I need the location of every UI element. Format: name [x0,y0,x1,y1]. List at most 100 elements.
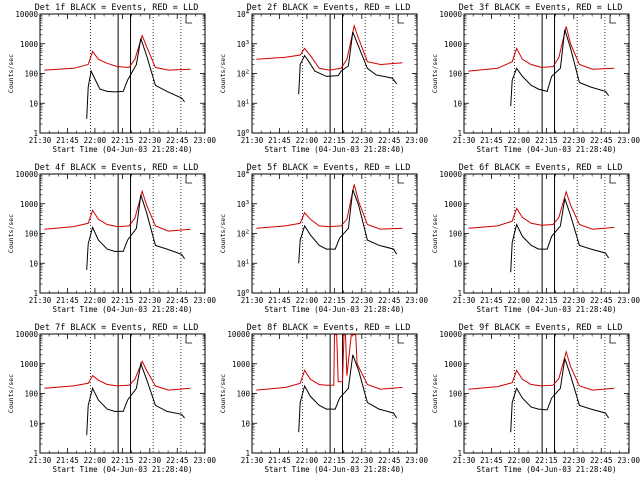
x-tick-label: 23:00 [405,296,428,305]
y-tick-label: 1 [457,449,462,458]
x-tick-label: 22:45 [590,456,613,465]
chart-title: Det 7f BLACK = Events, RED = LLD [35,323,199,333]
y-axis-label: Counts/sec [431,374,439,413]
lld-series-line [44,33,191,71]
lld-series-line [468,26,615,72]
y-tick-label: 10000 [439,10,462,19]
y-tick-label: 101 [237,99,249,108]
y-tick-label: 1 [33,449,38,458]
x-tick-label: 21:45 [268,296,291,305]
plot-frame [251,173,418,294]
x-tick-label: 21:45 [480,456,503,465]
x-tick-label: 22:30 [563,136,586,145]
x-tick-label: 22:45 [378,456,401,465]
y-tick-label: 10 [453,419,463,428]
x-tick-label: 22:45 [590,136,613,145]
x-tick-label: 22:45 [590,296,613,305]
y-axis-label: Counts/sec [7,54,15,93]
y-tick-label: 10000 [439,170,462,179]
y-tick-label: 10 [453,99,463,108]
x-tick-label: 23:00 [193,296,216,305]
x-tick-label: 21:30 [241,456,264,465]
x-tick-label: 21:45 [56,456,79,465]
plot-frame [463,333,630,454]
x-tick-label: 22:45 [378,296,401,305]
x-tick-label: 22:15 [535,296,558,305]
y-tick-label: 10000 [227,330,250,339]
y-tick-label: 10000 [15,330,38,339]
y-tick-label: 1000 [232,360,251,369]
lld-series-line [256,334,403,391]
x-tick-label: 21:45 [56,296,79,305]
y-tick-label: 1000 [20,40,39,49]
x-tick-label: 22:15 [323,456,346,465]
chart-title: Det 1f BLACK = Events, RED = LLD [35,3,199,13]
x-axis-label: Start Time (04-Jun-03 21:28:40) [265,465,405,474]
y-tick-label: 10000 [15,170,38,179]
events-series-line [86,361,185,436]
y-tick-label: 100 [448,230,462,239]
interval-marker [609,15,617,24]
lld-series-line [468,350,615,391]
plot-frame [251,13,418,134]
x-tick-label: 22:15 [111,456,134,465]
events-series-line [510,358,610,433]
y-tick-label: 10000 [15,10,38,19]
x-tick-label: 21:30 [29,456,52,465]
y-tick-label: 101 [237,259,249,268]
y-tick-label: 102 [237,70,249,79]
x-tick-label: 21:30 [29,296,52,305]
x-tick-label: 21:30 [453,136,476,145]
y-tick-label: 100 [448,70,462,79]
y-tick-label: 1000 [20,360,39,369]
x-tick-label: 22:45 [166,456,189,465]
chart-title: Det 6f BLACK = Events, RED = LLD [459,163,623,173]
interval-marker [397,175,405,184]
lld-series-line [256,23,403,71]
chart-panel-3: Det 3f BLACK = Events, RED = LLD 1 10 100 10… [431,3,640,154]
x-tick-label: 22:30 [139,296,162,305]
chart-title: Det 4f BLACK = Events, RED = LLD [35,163,199,173]
x-tick-label: 22:00 [296,456,319,465]
x-tick-label: 22:30 [351,296,374,305]
x-tick-label: 21:30 [453,296,476,305]
x-tick-label: 22:00 [296,136,319,145]
x-axis-label: Start Time (04-Jun-03 21:28:40) [265,305,405,314]
x-tick-label: 22:00 [84,456,107,465]
chart-panel-4: Det 4f BLACK = Events, RED = LLD 1 10 100 10… [7,163,216,314]
x-tick-label: 22:45 [166,136,189,145]
y-tick-label: 100 [236,390,250,399]
x-tick-label: 23:00 [193,136,216,145]
y-tick-label: 102 [237,230,249,239]
x-axis-label: Start Time (04-Jun-03 21:28:40) [53,465,193,474]
chart-panel-1: Det 1f BLACK = Events, RED = LLD 1 10 100 10… [7,3,216,154]
chart-title: Det 8f BLACK = Events, RED = LLD [247,323,411,333]
y-axis-label: Counts/sec [7,214,15,253]
plot-frame [463,13,630,134]
y-axis-label: Counts/sec [219,214,227,253]
x-tick-label: 21:45 [480,296,503,305]
interval-marker [609,175,617,184]
events-series-line [86,38,186,119]
y-axis-label: Counts/sec [431,54,439,93]
x-axis-label: Start Time (04-Jun-03 21:28:40) [477,465,617,474]
y-axis-label: Counts/sec [219,54,227,93]
y-tick-label: 100 [24,390,38,399]
x-tick-label: 21:30 [453,456,476,465]
x-tick-label: 21:45 [56,136,79,145]
x-tick-label: 22:00 [508,456,531,465]
chart-panel-2: Det 2f BLACK = Events, RED = LLD 100 101 10… [219,3,428,154]
x-tick-label: 22:30 [563,296,586,305]
x-axis-label: Start Time (04-Jun-03 21:28:40) [265,145,405,154]
y-tick-label: 1 [245,449,250,458]
x-axis-label: Start Time (04-Jun-03 21:28:40) [477,305,617,314]
y-tick-label: 100 [237,289,249,298]
y-tick-label: 1000 [20,200,39,209]
interval-marker [397,15,405,24]
x-tick-label: 22:45 [378,136,401,145]
y-tick-label: 10 [29,259,39,268]
x-tick-label: 23:00 [405,456,428,465]
x-tick-label: 22:45 [166,296,189,305]
y-tick-label: 1000 [444,200,463,209]
